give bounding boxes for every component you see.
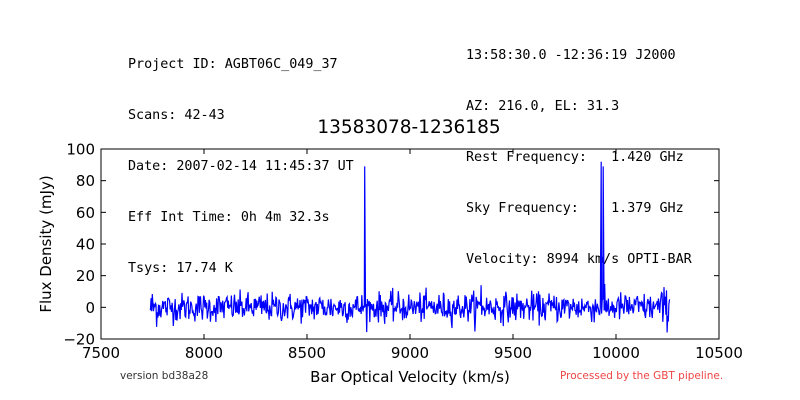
series-line-0 — [149, 161, 671, 333]
y-tick-label: 80 — [76, 172, 95, 190]
y-tick-label: 0 — [85, 299, 95, 317]
header-velocity: Velocity: 8994 km/s OPTI-BAR — [466, 252, 692, 267]
header-right-block: 13:58:30.0 -12:36:19 J2000 AZ: 216.0, EL… — [466, 13, 692, 285]
y-axis-label: Flux Density (mJy) — [37, 175, 55, 312]
header-coordinates: 13:58:30.0 -12:36:19 J2000 — [466, 48, 676, 63]
x-tick-label: 7500 — [82, 344, 120, 362]
version-label: version bd38a28 — [120, 370, 209, 382]
x-axis-label: Bar Optical Velocity (km/s) — [310, 368, 510, 386]
header-sky-frequency: Sky Frequency: 1.379 GHz — [466, 201, 684, 216]
x-tick-label: 9000 — [391, 344, 429, 362]
y-tick-label: 20 — [76, 267, 95, 285]
chart-title: 13583078-1236185 — [317, 117, 500, 138]
header-left-block: Project ID: AGBT06C_049_37 Scans: 42-43 … — [128, 22, 354, 294]
x-tick-label: 8000 — [185, 344, 223, 362]
header-az-el: AZ: 216.0, EL: 31.3 — [466, 99, 620, 114]
header-tsys: Tsys: 17.74 K — [128, 261, 233, 276]
pipeline-credit: Processed by the GBT pipeline. — [560, 370, 724, 382]
header-scans: Scans: 42-43 — [128, 108, 225, 123]
y-tick-label: −20 — [63, 331, 95, 349]
header-date: Date: 2007-02-14 11:45:37 UT — [128, 159, 354, 174]
y-tick-label: 40 — [76, 236, 95, 254]
x-tick-label: 10000 — [592, 344, 640, 362]
x-tick-label: 8500 — [288, 344, 326, 362]
x-tick-label: 9500 — [494, 344, 532, 362]
header-eff-int-time: Eff Int Time: 0h 4m 32.3s — [128, 210, 330, 225]
y-tick-label: 100 — [66, 141, 95, 159]
y-tick-label: 60 — [76, 204, 95, 222]
plot-area: 7500 8000 8500 9000 9500 10000 10500 −20 0 20 40 60… — [63, 141, 743, 363]
header-rest-frequency: Rest Frequency: 1.420 GHz — [466, 150, 684, 165]
x-tick-label: 10500 — [695, 344, 743, 362]
header-project-id: Project ID: AGBT06C_049_37 — [128, 57, 338, 72]
